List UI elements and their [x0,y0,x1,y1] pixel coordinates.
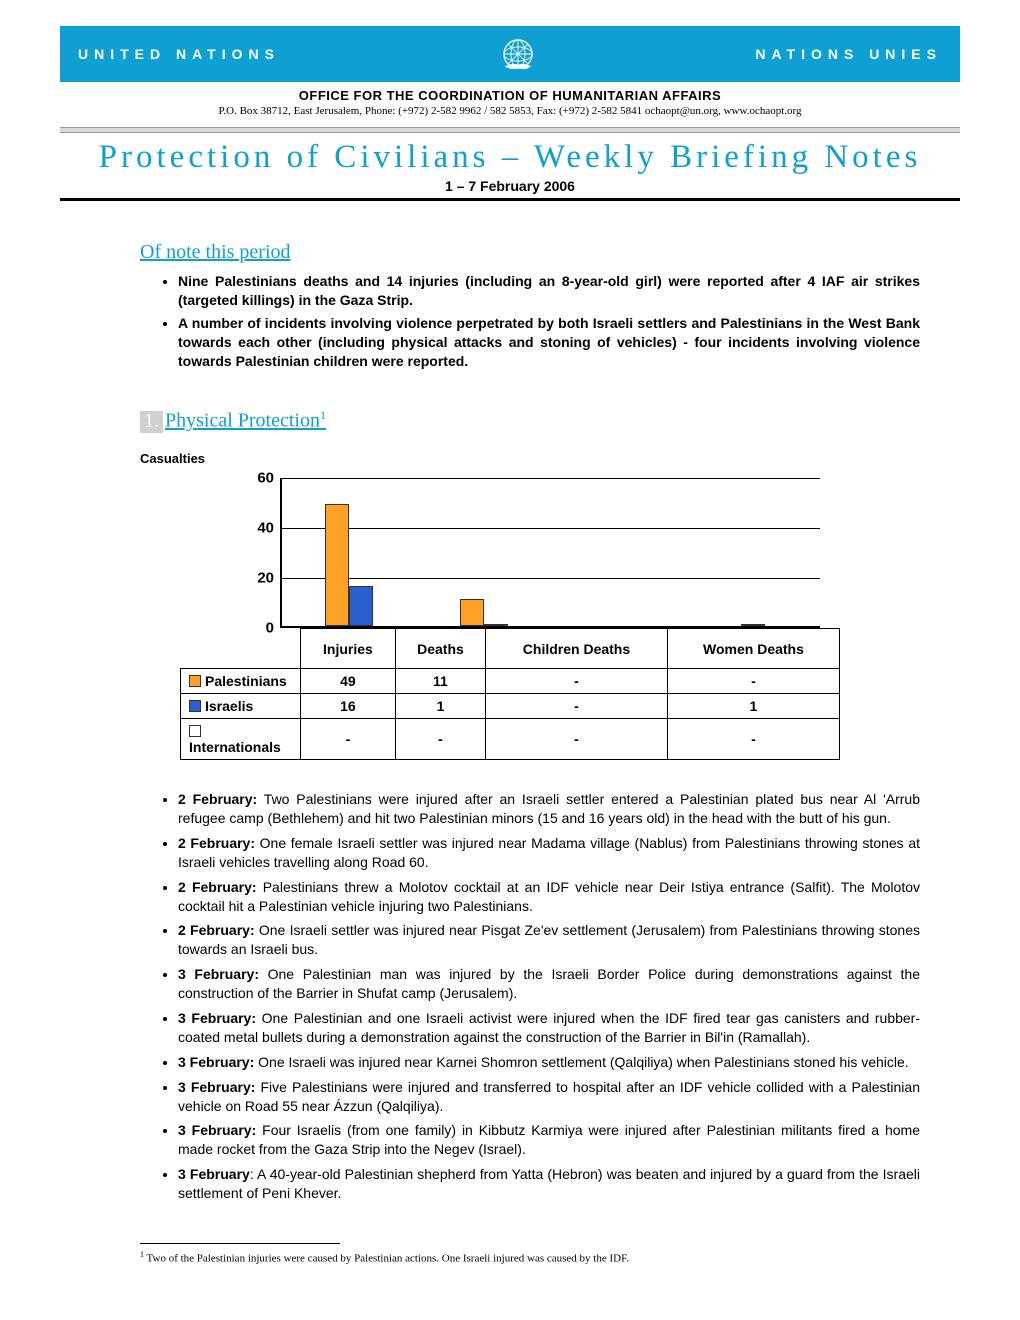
table-cell: 49 [301,669,396,694]
event-text: Two Palestinians were injured after an I… [178,791,920,826]
table-col-header: Women Deaths [667,629,839,669]
table-row: Palestinians4911-- [181,669,840,694]
event-date: 3 February: [178,1122,256,1138]
of-note-heading: Of note this period [140,241,920,264]
section1-title: Physical Protection [165,410,320,432]
event-text: Palestinians threw a Molotov cocktail at… [178,879,920,914]
event-item: 2 February: One female Israeli settler w… [178,834,920,872]
table-cell: - [667,669,839,694]
of-note-item: Nine Palestinians deaths and 14 injuries… [178,272,920,310]
section1-sup: 1 [320,408,326,422]
event-item: 2 February: Palestinians threw a Molotov… [178,878,920,916]
event-item: 3 February: Five Palestinians were injur… [178,1078,920,1116]
table-cell: - [301,719,396,760]
table-col-header: Deaths [395,629,485,669]
casualties-subhead: Casualties [140,451,920,466]
legend-label: Palestinians [205,673,287,689]
event-item: 3 February: Four Israelis (from one fami… [178,1121,920,1159]
table-cell: 1 [667,694,839,719]
footnote: 1 Two of the Palestinian injuries were c… [140,1250,920,1265]
table-col-header: Injuries [301,629,396,669]
y-tick-label: 0 [266,620,282,637]
casualties-chart: 0204060 InjuriesDeathsChildren DeathsWom… [160,478,920,760]
event-date: 2 February: [178,791,257,807]
table-cell: 16 [301,694,396,719]
section-number-box: 1. [140,411,163,433]
table-cell: - [395,719,485,760]
table-cell: 11 [395,669,485,694]
event-date: 2 February: [178,879,257,895]
event-date: 2 February: [178,922,255,938]
event-text: One Palestinian man was injured by the I… [178,966,920,1001]
event-date: 3 February [178,1166,250,1182]
event-text: One female Israeli settler was injured n… [178,835,920,870]
event-text: Four Israelis (from one family) in Kibbu… [178,1122,920,1157]
document-date: 1 – 7 February 2006 [60,178,960,194]
event-date: 2 February: [178,835,255,851]
table-cell: - [667,719,839,760]
legend-swatch [189,725,201,737]
legend-swatch [189,675,201,687]
event-date: 3 February: [178,1054,254,1070]
event-date: 3 February: [178,966,259,982]
header-left: UNITED NATIONS [78,46,280,62]
header-band: UNITED NATIONS NATIONS UNIES [60,26,960,82]
un-emblem-icon [496,32,540,76]
table-cell: - [486,669,668,694]
table-col-header: Children Deaths [486,629,668,669]
of-note-item: A number of incidents involving violence… [178,314,920,371]
table-cell: 1 [395,694,485,719]
event-text: One Israeli settler was injured near Pis… [178,922,920,957]
bar [325,504,349,627]
y-tick-label: 60 [257,470,282,487]
y-tick-label: 40 [257,520,282,537]
event-item: 3 February: A 40-year-old Palestinian sh… [178,1165,920,1203]
event-text: : A 40-year-old Palestinian shepherd fro… [178,1166,920,1201]
document-title: Protection of Civilians – Weekly Briefin… [60,133,960,178]
casualties-table: InjuriesDeathsChildren DeathsWomen Death… [180,628,840,760]
header-right: NATIONS UNIES [755,46,942,62]
event-item: 3 February: One Palestinian and one Isra… [178,1009,920,1047]
footnote-text: Two of the Palestinian injuries were cau… [144,1253,629,1265]
event-item: 2 February: Two Palestinians were injure… [178,790,920,828]
footnote-rule [140,1243,340,1244]
table-cell: - [486,719,668,760]
bar [460,599,484,627]
of-note-list: Nine Palestinians deaths and 14 injuries… [140,272,920,370]
event-text: One Israeli was injured near Karnei Shom… [254,1054,908,1070]
office-subtitle: P.O. Box 38712, East Jerusalem, Phone: (… [60,105,960,117]
table-cell: - [486,694,668,719]
event-text: Five Palestinians were injured and trans… [178,1079,920,1114]
event-item: 3 February: One Israeli was injured near… [178,1053,920,1072]
event-date: 3 February: [178,1079,255,1095]
event-date: 3 February: [178,1010,256,1026]
bar [349,586,373,626]
office-block: OFFICE FOR THE COORDINATION OF HUMANITAR… [60,88,960,117]
office-title: OFFICE FOR THE COORDINATION OF HUMANITAR… [60,88,960,103]
table-row: Israelis161-1 [181,694,840,719]
table-row: Internationals---- [181,719,840,760]
legend-label: Israelis [205,698,253,714]
event-item: 3 February: One Palestinian man was inju… [178,965,920,1003]
legend-label: Internationals [189,739,281,755]
section1-heading: 1.Physical Protection1 [140,408,920,433]
event-item: 2 February: One Israeli settler was inju… [178,921,920,959]
event-text: One Palestinian and one Israeli activist… [178,1010,920,1045]
bar [741,624,765,627]
legend-swatch [189,700,201,712]
y-tick-label: 20 [257,570,282,587]
bar [484,624,508,627]
events-list: 2 February: Two Palestinians were injure… [140,790,920,1203]
